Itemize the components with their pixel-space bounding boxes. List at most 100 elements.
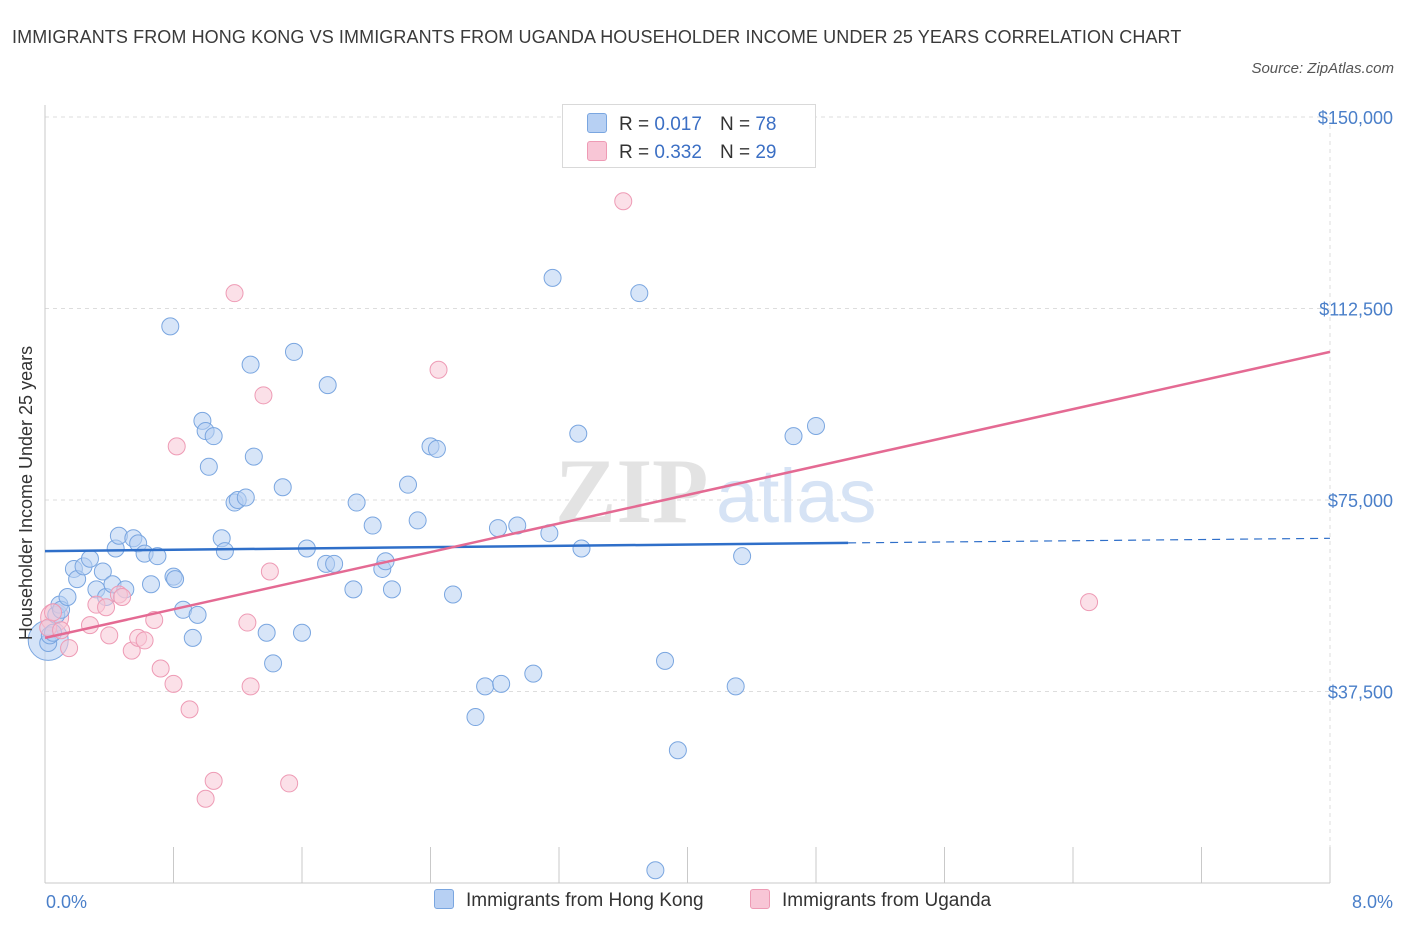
hong-kong-legend-label: Immigrants from Hong Kong [466,890,704,911]
hong-kong-point [408,511,427,530]
hong-kong-point [668,741,687,760]
label-layer: $37,500 $75,000 $112,500 $150,000 0.0% 8.0% [46,108,1393,912]
hong-kong-point [726,677,745,696]
n-label: N = [719,114,751,135]
legend-row-uganda: R = 0.332 N = 29 [587,141,776,165]
hong-kong-point [236,488,255,507]
hong-kong-trend-line [44,541,849,553]
uganda-swatch [587,141,607,161]
y-tick-label: $150,000 [1318,108,1393,128]
uganda-point [204,771,223,790]
hong-kong-point [524,664,543,683]
hong-kong-point [142,575,161,594]
hong-kong-point [807,416,825,435]
uganda-point [100,626,119,645]
x-tick-label: 8.0% [1352,892,1393,912]
hong-kong-point [488,519,507,538]
hong-kong-point [183,628,202,647]
uganda-point [113,588,132,607]
zipatlas-watermark: ZIP atlas [555,440,877,542]
hong-kong-point [363,516,382,535]
hong-kong-point [427,439,446,458]
y-tick-label: $75,000 [1328,491,1393,511]
hong-kong-point [347,493,366,512]
hong-kong-point [733,547,752,566]
svg-text:atlas: atlas [716,454,877,539]
hong-kong-point [244,447,263,466]
hong-kong-point [318,376,337,395]
uganda-trend-line [44,350,1331,640]
hong-kong-point [646,861,665,880]
uganda-point [80,616,99,635]
hong-kong-point [273,478,292,497]
axis-layer [44,105,1331,884]
hong-kong-point [80,549,99,568]
hong-kong-swatch [587,113,607,133]
uganda-point [260,562,279,581]
bottom-legend-hong-kong: Immigrants from Hong Kong [434,889,704,912]
uganda-point [44,603,63,622]
hong-kong-point [466,708,485,727]
y-tick-label: $37,500 [1328,683,1393,703]
n-label: N = [719,142,751,163]
hong-kong-legend-swatch [434,889,454,909]
uganda-point [254,386,273,405]
points-layer [27,192,1099,880]
uganda-point [164,674,183,693]
hong-kong-point [166,570,185,589]
hong-kong-point [656,651,675,670]
uganda-legend-label: Immigrants from Uganda [782,890,992,911]
uganda-point [241,677,260,696]
hong-kong-point [569,424,588,443]
hong-kong-point [476,677,495,696]
uganda-point [135,631,154,650]
y-tick-label: $112,500 [1319,300,1393,320]
hong-kong-point [284,342,303,361]
hong-kong-point [325,554,344,573]
uganda-point [225,284,244,303]
hong-kong-point [543,268,562,287]
hong-kong-point [58,588,77,607]
chart-source: Source: ZipAtlas.com [1251,60,1394,77]
uganda-point [97,598,116,617]
uganda-point [238,613,257,632]
bottom-legend-uganda: Immigrants from Uganda [750,889,991,912]
hong-kong-point [188,605,207,624]
hong-kong-r-value: 0.017 [654,114,702,135]
hong-kong-point [93,562,112,581]
uganda-point [1080,593,1099,612]
uganda-point [180,700,199,719]
hong-kong-point [199,457,218,476]
hong-kong-point [630,284,649,303]
hong-kong-point [215,542,234,561]
chart-title: IMMIGRANTS FROM HONG KONG VS IMMIGRANTS … [12,27,1182,47]
hong-kong-n-value: 78 [755,114,777,135]
correlation-legend: R = 0.017 N = 78 R = 0.332 N = 29 [562,104,816,168]
hong-kong-point [264,654,283,673]
hong-kong-point [161,317,180,336]
hong-kong-point [492,674,511,693]
hong-kong-trend-extension [848,537,1331,544]
hong-kong-point [257,623,276,642]
uganda-point [60,639,79,658]
uganda-point [167,437,186,456]
uganda-point [614,192,633,211]
legend-row-hong-kong: R = 0.017 N = 78 [587,113,776,137]
hong-kong-point [344,580,363,599]
hong-kong-point [399,475,418,494]
uganda-point [196,789,215,808]
x-tick-label: 0.0% [46,892,87,912]
hong-kong-point [241,355,260,374]
hong-kong-point [204,427,223,446]
y-axis-label: Householder Income Under 25 years [16,346,36,640]
uganda-point [151,659,170,678]
r-label: R = [619,114,650,135]
uganda-point [280,774,299,793]
uganda-point [429,360,448,379]
trend-layer [44,350,1331,640]
uganda-n-value: 29 [755,142,777,163]
uganda-r-value: 0.332 [654,142,702,163]
r-label: R = [619,142,650,163]
hong-kong-point [148,547,167,566]
